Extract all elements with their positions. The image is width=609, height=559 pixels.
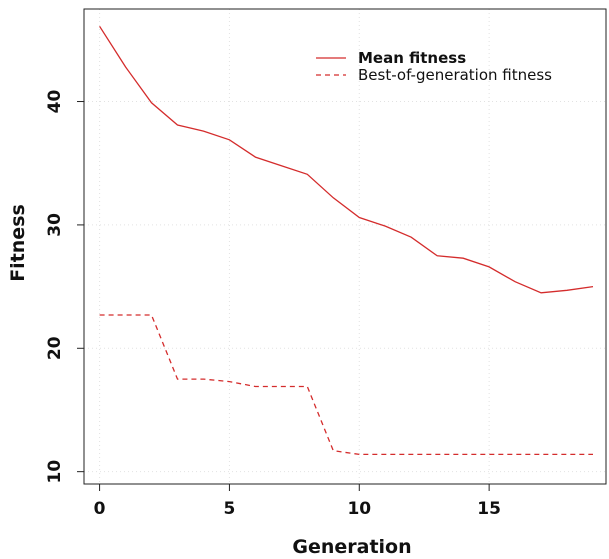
axis-ticks: 0 5 10 15 10 20 30 40 [45,90,501,519]
x-tick-label: 10 [347,499,371,519]
y-axis-title: Fitness [7,204,29,282]
x-tick-label: 0 [94,499,106,519]
x-axis-title: Generation [292,536,411,558]
series-line-2 [99,314,593,456]
y-tick-label: 40 [45,90,65,114]
legend-label-1: Mean fitness [358,49,466,67]
x-tick-label: 15 [477,499,501,519]
y-tick-label: 30 [45,213,65,237]
x-tick-label: 5 [224,499,236,519]
legend-label-2: Best-of-generation fitness [358,66,552,84]
plot-frame [83,8,607,485]
grid [84,9,606,484]
y-tick-label: 10 [45,460,65,484]
y-tick-label: 20 [45,336,65,360]
series-line-1 [99,25,594,294]
series-lines [99,25,594,456]
